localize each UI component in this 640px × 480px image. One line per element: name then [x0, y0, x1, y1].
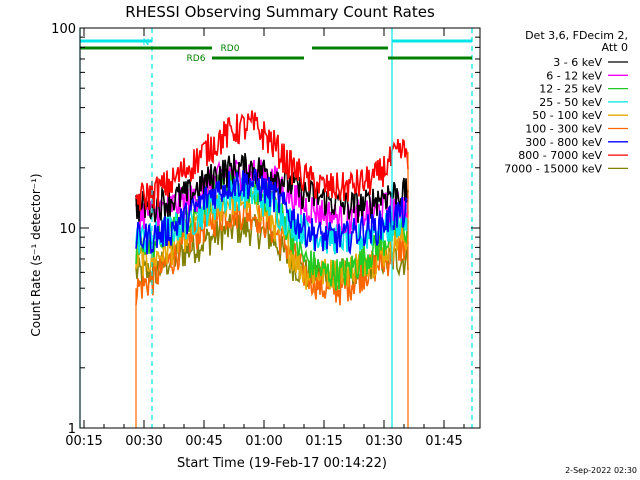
legend-header-line-1: Det 3,6, FDecim 2,	[525, 29, 628, 42]
series-line	[135, 199, 409, 306]
legend-entry-label: 100 - 300 keV	[525, 123, 602, 136]
y-axis-label: Count Rate (s⁻¹ detector⁻¹)	[29, 173, 43, 336]
series-layer	[135, 110, 409, 428]
footer-timestamp: 2-Sep-2022 02:30	[565, 466, 637, 475]
legend-header-line-2: Att 0	[602, 41, 628, 54]
series-line	[135, 178, 409, 255]
legend-entry-label: 6 - 12 keV	[546, 69, 602, 82]
series-line	[135, 152, 409, 223]
series-line	[135, 110, 409, 212]
axis-layer: 00:15 00:30 00:45 01:00 01:15 01:30 01:45 1 10 10…	[51, 22, 480, 449]
attenuator-bar-layer: N RD0 RD6	[80, 38, 472, 64]
legend-entry-label: 50 - 100 keV	[532, 109, 602, 122]
x-tick-label: 00:30	[125, 434, 162, 449]
y-tick-label: 100	[51, 22, 76, 37]
legend-entry-label: 300 - 800 keV	[525, 136, 602, 149]
y-tick-label: 1	[68, 422, 76, 437]
series-line	[135, 168, 409, 256]
x-tick-label: 01:30	[365, 434, 402, 449]
attenuator-bar-label: RD6	[187, 54, 206, 64]
x-tick-label: 00:45	[185, 434, 222, 449]
x-tick-label: 01:00	[245, 434, 282, 449]
legend-entry-label: 25 - 50 keV	[539, 96, 602, 109]
x-axis-label: Start Time (19-Feb-17 00:14:22)	[177, 456, 387, 471]
x-tick-label: 01:15	[305, 434, 342, 449]
attenuator-bar-label: N	[143, 38, 150, 48]
x-tick-label: 01:45	[425, 434, 462, 449]
legend-entry-label: 7000 - 15000 keV	[504, 162, 602, 175]
legend-entry-label: 800 - 7000 keV	[518, 149, 602, 162]
chart-title: RHESSI Observing Summary Count Rates	[125, 3, 435, 21]
x-tick-label: 00:15	[65, 434, 102, 449]
legend-entry-label: 12 - 25 keV	[539, 83, 602, 96]
y-tick-label: 10	[59, 222, 76, 237]
legend-entry-label: 3 - 6 keV	[553, 56, 602, 69]
attenuator-bar-label: RD0	[221, 44, 240, 54]
